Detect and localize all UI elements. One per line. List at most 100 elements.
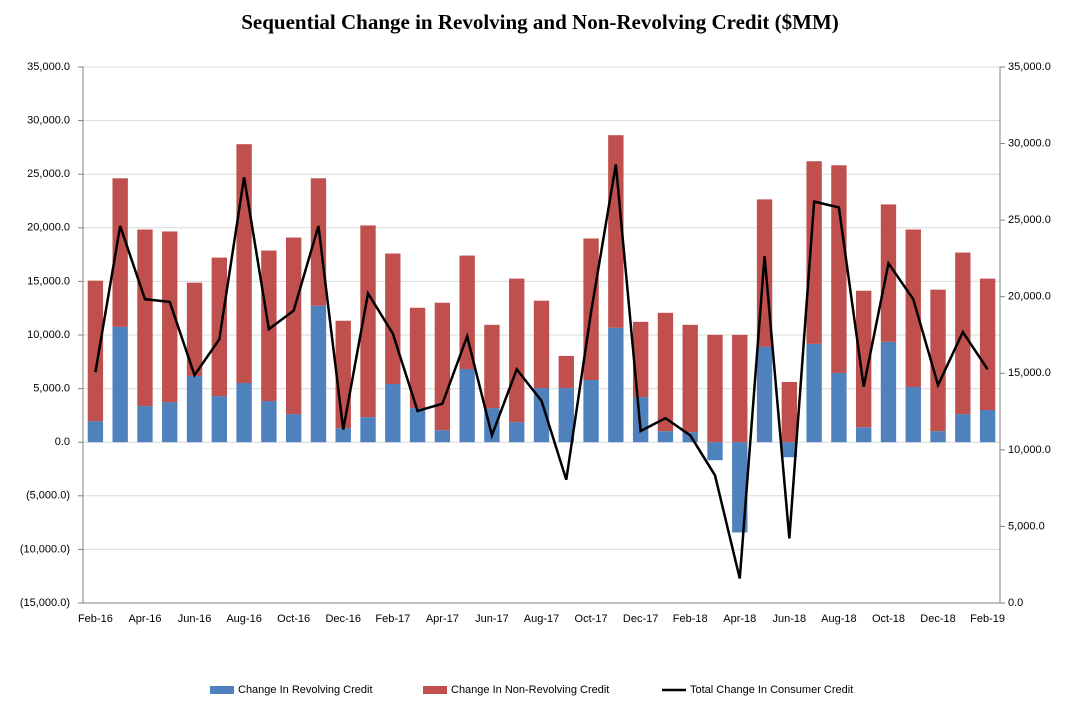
bar <box>310 178 327 306</box>
y2-tick-label: 30,000.0 <box>1008 137 1051 149</box>
y2-tick-label: 25,000.0 <box>1008 214 1051 226</box>
bar <box>285 414 302 443</box>
bar <box>831 165 847 373</box>
y-tick-label: 15,000.0 <box>27 275 70 287</box>
bar <box>236 383 252 443</box>
bar <box>137 406 153 443</box>
legend-label: Change In Revolving Credit <box>238 684 373 696</box>
y-tick-label: 25,000.0 <box>27 168 70 180</box>
bar <box>856 427 872 443</box>
x-tick-label: Dec-18 <box>920 613 955 625</box>
bar <box>533 388 550 443</box>
bar <box>310 305 327 443</box>
bar <box>385 253 401 384</box>
bar <box>979 278 996 411</box>
x-tick-label: Feb-17 <box>375 613 410 625</box>
x-tick-label: Feb-18 <box>673 613 708 625</box>
bar <box>87 280 104 422</box>
bar <box>459 368 475 443</box>
y-tick-label: (15,000.0) <box>20 597 70 609</box>
bar <box>806 161 822 344</box>
bar <box>385 383 401 443</box>
y2-tick-label: 20,000.0 <box>1008 291 1051 303</box>
y-tick-label: (5,000.0) <box>26 490 70 502</box>
bar <box>360 225 376 418</box>
x-tick-label: Feb-16 <box>78 613 113 625</box>
y2-tick-label: 10,000.0 <box>1008 444 1051 456</box>
bar <box>732 334 748 443</box>
x-tick-label: Aug-18 <box>821 613 856 625</box>
bar <box>162 231 178 403</box>
legend-swatch <box>423 686 447 694</box>
bar <box>905 386 921 443</box>
bar <box>211 257 227 397</box>
bar <box>409 307 426 409</box>
x-tick-label: Apr-17 <box>426 613 459 625</box>
bar <box>509 422 525 443</box>
bar <box>434 302 451 431</box>
bar <box>186 282 203 376</box>
x-tick-label: Apr-18 <box>723 613 756 625</box>
legend-swatch <box>210 686 234 694</box>
y2-tick-label: 15,000.0 <box>1008 367 1051 379</box>
legend-label: Total Change In Consumer Credit <box>690 684 853 696</box>
bar <box>831 372 847 443</box>
bar <box>558 388 574 443</box>
bar <box>930 431 946 443</box>
bar <box>781 442 798 458</box>
bar <box>955 414 971 443</box>
bar <box>856 290 872 428</box>
bar <box>930 289 946 432</box>
bar <box>533 300 550 389</box>
y2-tick-label: 0.0 <box>1008 597 1023 609</box>
bar <box>87 421 104 443</box>
y2-tick-label: 35,000.0 <box>1008 61 1051 73</box>
x-tick-label: Aug-17 <box>524 613 559 625</box>
bar <box>880 204 897 342</box>
bar <box>211 396 227 443</box>
x-tick-label: Apr-16 <box>128 613 161 625</box>
bar <box>162 402 178 443</box>
x-tick-label: Aug-16 <box>226 613 261 625</box>
y-tick-label: (10,000.0) <box>20 543 70 555</box>
bar <box>707 442 723 461</box>
bar <box>583 380 599 443</box>
bar <box>186 375 203 443</box>
bar <box>285 237 302 415</box>
y-tick-label: 30,000.0 <box>27 115 70 127</box>
bar <box>409 408 426 443</box>
y-tick-label: 20,000.0 <box>27 222 70 234</box>
bar <box>335 428 351 443</box>
bar <box>459 255 475 369</box>
bar <box>261 401 277 443</box>
bar <box>905 229 921 387</box>
x-tick-label: Dec-17 <box>623 613 658 625</box>
bar <box>484 324 500 409</box>
bar <box>335 320 351 429</box>
y-tick-label: 0.0 <box>55 436 70 448</box>
bar <box>979 410 996 443</box>
bar <box>806 343 822 443</box>
bar <box>608 327 624 443</box>
x-tick-label: Oct-17 <box>575 613 608 625</box>
x-tick-label: Jun-17 <box>475 613 509 625</box>
bar <box>682 324 698 433</box>
x-tick-label: Jun-18 <box>773 613 807 625</box>
y-tick-label: 10,000.0 <box>27 329 70 341</box>
bar <box>112 178 128 327</box>
bar <box>137 229 153 407</box>
bar <box>657 312 674 432</box>
bar <box>707 334 723 443</box>
x-tick-label: Dec-16 <box>325 613 360 625</box>
bar <box>732 442 748 533</box>
x-tick-label: Jun-16 <box>178 613 212 625</box>
y-tick-label: 5,000.0 <box>33 383 70 395</box>
x-tick-label: Oct-18 <box>872 613 905 625</box>
bar <box>880 341 897 443</box>
bar <box>360 417 376 443</box>
x-tick-label: Feb-19 <box>970 613 1005 625</box>
legend-label: Change In Non-Revolving Credit <box>451 684 609 696</box>
bar <box>657 431 674 443</box>
y-tick-label: 35,000.0 <box>27 61 70 73</box>
